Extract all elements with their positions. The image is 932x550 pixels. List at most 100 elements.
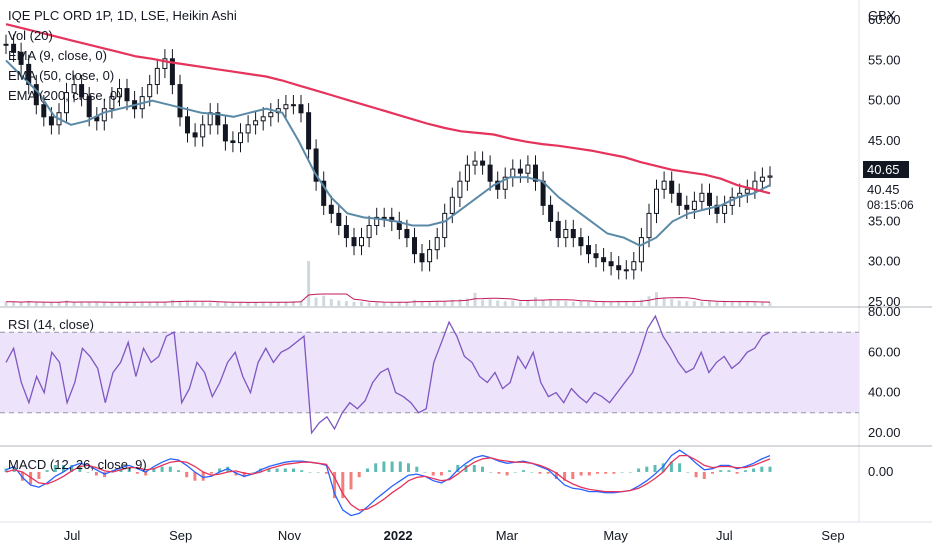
macd-histogram-bar bbox=[45, 470, 49, 472]
volume-bar bbox=[291, 301, 295, 306]
macd-tick-label: 0.00 bbox=[868, 464, 893, 479]
macd-histogram-bar bbox=[209, 472, 213, 474]
rsi-title[interactable]: RSI (14, close) bbox=[8, 317, 94, 332]
rsi-tick-label: 20.00 bbox=[868, 425, 901, 440]
macd-histogram-bar bbox=[513, 472, 517, 473]
volume-bar bbox=[700, 301, 704, 306]
macd-histogram-bar bbox=[324, 472, 328, 474]
volume-bar bbox=[140, 301, 144, 306]
volume-ma-line bbox=[6, 293, 771, 303]
volume-bar bbox=[155, 301, 159, 306]
macd-histogram-bar bbox=[686, 472, 690, 473]
volume-bar bbox=[420, 301, 424, 306]
chart-title[interactable]: IQE PLC ORD 1P, 1D, LSE, Heikin Ashi bbox=[8, 8, 237, 23]
volume-bar bbox=[201, 301, 205, 306]
volume-bar bbox=[223, 302, 227, 306]
volume-bar bbox=[534, 297, 537, 306]
candle-body bbox=[480, 160, 486, 166]
candle-body bbox=[71, 84, 77, 94]
rsi-legend: RSI (14, close) bbox=[8, 315, 94, 335]
volume-bar bbox=[571, 301, 575, 306]
candle-body bbox=[457, 180, 463, 198]
volume-bar bbox=[624, 301, 628, 306]
volume-bar bbox=[730, 301, 734, 306]
price-tick-label: 25.00 bbox=[868, 294, 901, 309]
macd-histogram-bar bbox=[308, 472, 312, 473]
price-tick-label: 45.00 bbox=[868, 133, 901, 148]
candle-body bbox=[608, 261, 614, 267]
candle-body bbox=[442, 212, 448, 239]
macd-histogram-bar bbox=[366, 468, 369, 472]
volume-bar bbox=[639, 299, 643, 306]
candle-body bbox=[464, 164, 470, 182]
candle-body bbox=[684, 204, 690, 210]
volume-bar bbox=[246, 302, 250, 306]
macd-histogram-bar bbox=[628, 472, 632, 473]
volume-bar bbox=[216, 302, 220, 306]
candle-body bbox=[563, 229, 569, 239]
macd-histogram-bar bbox=[596, 472, 599, 474]
macd-histogram-bar bbox=[160, 466, 164, 472]
macd-histogram-bar bbox=[4, 468, 8, 472]
volume-bar bbox=[670, 299, 674, 306]
candle-body bbox=[359, 237, 364, 247]
macd-histogram-bar bbox=[752, 468, 756, 472]
volume-bar bbox=[496, 300, 500, 306]
macd-histogram-bar bbox=[579, 472, 583, 476]
macd-histogram-bar bbox=[694, 472, 698, 478]
macd-title[interactable]: MACD (12, 26, close, 9) bbox=[8, 457, 147, 472]
macd-histogram-bar bbox=[505, 472, 509, 476]
volume-bar bbox=[80, 301, 84, 306]
legend-ema50[interactable]: EMA (50, close, 0) bbox=[8, 68, 115, 83]
macd-histogram-bar bbox=[768, 466, 772, 472]
candle-body bbox=[570, 229, 576, 239]
price-tick-label: 60.00 bbox=[868, 12, 901, 27]
candle-body bbox=[245, 124, 251, 134]
candle-body bbox=[714, 204, 720, 214]
legend-ema200[interactable]: EMA (200, close, 0) bbox=[8, 88, 122, 103]
volume-bar bbox=[458, 299, 462, 306]
volume-bar bbox=[367, 302, 371, 306]
candle-body bbox=[18, 51, 24, 65]
candle-body bbox=[351, 237, 357, 247]
volume-bar bbox=[647, 296, 651, 306]
candle-body bbox=[661, 180, 667, 190]
prev-close-tag: 40.45 bbox=[867, 182, 900, 197]
volume-bar bbox=[4, 301, 8, 306]
legend-ema9[interactable]: EMA (9, close, 0) bbox=[8, 48, 107, 63]
volume-bar bbox=[382, 302, 386, 306]
time-tick-label: Jul bbox=[64, 528, 81, 543]
candle-body bbox=[64, 92, 69, 114]
legend-vol[interactable]: Vol (20) bbox=[8, 28, 53, 43]
candle-body bbox=[260, 116, 266, 122]
candle-body bbox=[593, 253, 599, 259]
volume-bar bbox=[715, 301, 719, 306]
macd-histogram-bar bbox=[431, 472, 435, 476]
candle-body bbox=[41, 104, 47, 118]
volume-bar bbox=[322, 295, 326, 306]
candle-body bbox=[555, 220, 561, 238]
volume-bar bbox=[42, 302, 46, 306]
macd-histogram-bar bbox=[489, 472, 493, 473]
candle-body bbox=[616, 265, 622, 271]
volume-bar bbox=[518, 301, 522, 306]
macd-histogram-bar bbox=[300, 470, 304, 472]
macd-histogram-bar bbox=[546, 472, 550, 474]
time-tick-label: 2022 bbox=[384, 528, 413, 543]
volume-bar bbox=[307, 261, 311, 306]
volume-bar bbox=[208, 302, 212, 306]
macd-histogram-bar bbox=[185, 472, 189, 478]
candle-body bbox=[548, 204, 554, 222]
macd-histogram-bar bbox=[53, 465, 57, 472]
macd-histogram-bar bbox=[275, 468, 279, 472]
candle-body bbox=[336, 212, 342, 226]
macd-histogram-bar bbox=[152, 468, 156, 472]
candle-body bbox=[177, 84, 183, 118]
candle-body bbox=[11, 43, 17, 53]
volume-bar bbox=[344, 301, 348, 306]
candle-body bbox=[601, 257, 607, 263]
candle-body bbox=[699, 192, 705, 202]
macd-histogram-bar bbox=[316, 472, 320, 473]
macd-histogram-bar bbox=[678, 463, 682, 472]
